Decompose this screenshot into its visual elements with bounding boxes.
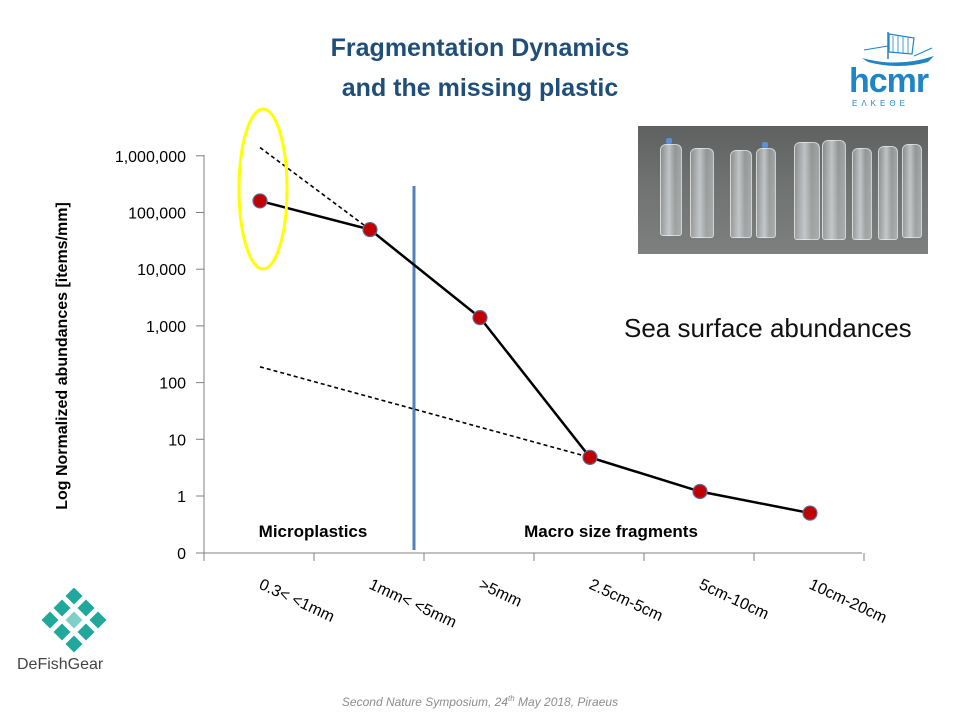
y-tick-label: 1 bbox=[177, 489, 186, 506]
series-line bbox=[259, 199, 811, 515]
footer-text: Second Nature Symposium, 24th May 2018, … bbox=[0, 694, 960, 709]
y-tick-label: 100,000 bbox=[128, 206, 186, 223]
x-tick-label: 0.3< <1mm bbox=[256, 576, 337, 626]
defishgear-logo-icon bbox=[41, 588, 107, 653]
hcmr-logo-text: hcmr bbox=[849, 62, 929, 100]
plastic-bottles-photo bbox=[638, 126, 928, 254]
title-line-2: and the missing plastic bbox=[341, 74, 619, 102]
data-point bbox=[472, 310, 488, 326]
y-tick-label: 1,000 bbox=[146, 319, 186, 336]
x-tick-label: >5mm bbox=[476, 576, 524, 610]
region-label-microplastics: Microplastics bbox=[259, 522, 368, 541]
y-tick-label: 10 bbox=[168, 432, 186, 449]
title-line-1: Fragmentation Dynamics bbox=[330, 34, 630, 62]
slide-title: Fragmentation Dynamics and the missing p… bbox=[240, 28, 720, 108]
y-tick-label: 0 bbox=[177, 546, 186, 563]
data-point bbox=[692, 483, 708, 500]
footer-superscript: th bbox=[508, 694, 515, 703]
region-label-macro: Macro size fragments bbox=[524, 522, 698, 541]
data-point bbox=[252, 193, 268, 209]
y-axis-title: Log Normalized abundances [items/mm] bbox=[54, 202, 71, 510]
highlight-ellipse bbox=[237, 107, 289, 271]
defishgear-logo-text: DeFishGear bbox=[17, 656, 104, 673]
y-tick-label: 1,000,000 bbox=[115, 149, 186, 166]
data-point bbox=[802, 505, 818, 521]
footer-prefix: Second Nature Symposium, 24 bbox=[341, 695, 509, 709]
hcmr-logo-subtext: ΕΛΚΕΘΕ bbox=[852, 99, 909, 108]
y-tick-label: 10,000 bbox=[137, 262, 186, 279]
x-tick-label: 1mm< <5mm bbox=[366, 576, 459, 631]
trend-line-dashed bbox=[259, 366, 591, 459]
data-point bbox=[362, 221, 378, 238]
sea-surface-label: Sea surface abundances bbox=[624, 313, 912, 343]
y-tick-label: 100 bbox=[159, 376, 186, 393]
data-point bbox=[582, 449, 598, 465]
trend-line-dashed bbox=[259, 146, 371, 231]
x-tick-label: 2.5cm-5cm bbox=[586, 576, 665, 625]
x-tick-label: 10cm-20cm bbox=[806, 576, 889, 627]
x-tick-label: 5cm-10cm bbox=[696, 576, 771, 623]
footer-suffix: May 2018, Piraeus bbox=[514, 695, 619, 709]
hcmr-ship-icon bbox=[862, 32, 934, 66]
